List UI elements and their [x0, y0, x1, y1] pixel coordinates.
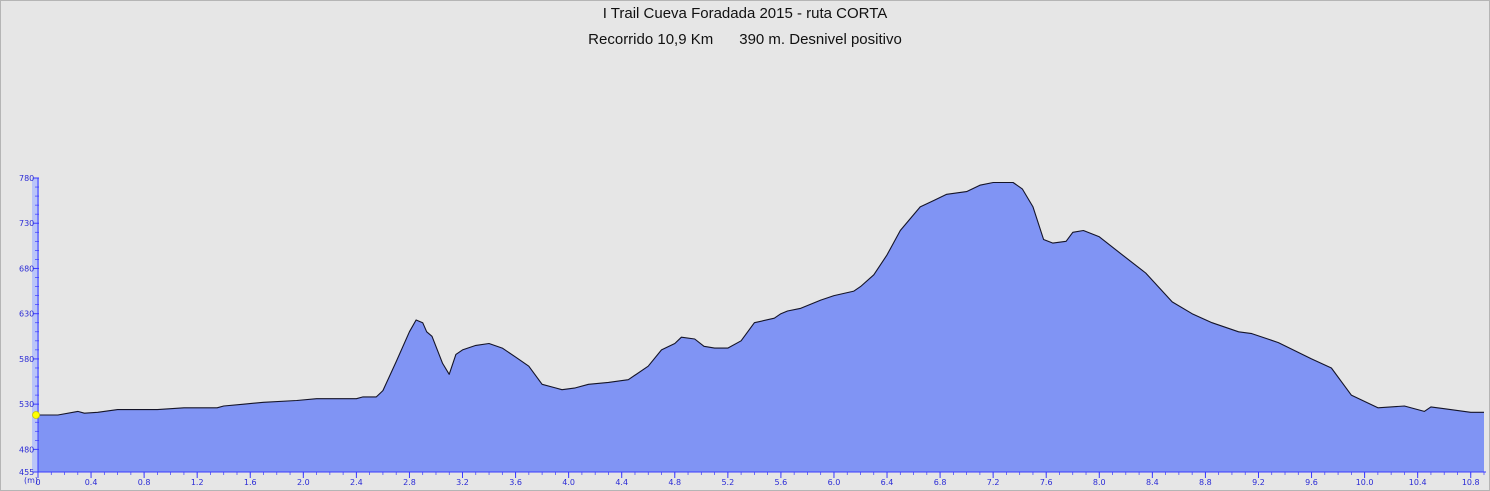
x-tick-label-5.2: 5.2	[721, 478, 734, 487]
y-tick-label-680: 680	[19, 264, 34, 273]
x-tick-label-4.8: 4.8	[668, 478, 681, 487]
x-tick-label-1.2: 1.2	[191, 478, 204, 487]
x-tick-label-10.0: 10.0	[1356, 478, 1374, 487]
climb-text: 390 m. Desnivel positivo	[739, 31, 902, 48]
x-tick-label-6.8: 6.8	[934, 478, 947, 487]
y-axis-band	[32, 178, 39, 472]
x-tick-label-10.8: 10.8	[1462, 478, 1480, 487]
x-tick-label-5.6: 5.6	[775, 478, 788, 487]
chart-title: I Trail Cueva Foradada 2015 - ruta CORTA	[602, 5, 888, 22]
x-tick-label-0.8: 0.8	[138, 478, 151, 487]
x-tick-label-8.8: 8.8	[1199, 478, 1212, 487]
x-tick-label-7.6: 7.6	[1040, 478, 1053, 487]
x-tick-label-6.0: 6.0	[828, 478, 841, 487]
chart-subtitle: Recorrido 10,9 Km 390 m. Desnivel positiv…	[0, 31, 1490, 48]
x-tick-label-7.2: 7.2	[987, 478, 1000, 487]
x-tick-label-1.6: 1.6	[244, 478, 257, 487]
x-tick-label-4.0: 4.0	[562, 478, 575, 487]
x-tick-label-10.4: 10.4	[1409, 478, 1427, 487]
y-axis-unit-label: (m)	[24, 476, 38, 485]
y-tick-label-580: 580	[19, 355, 34, 364]
elevation-line	[38, 181, 1484, 416]
x-tick-label-4.4: 4.4	[615, 478, 628, 487]
x-tick-label-8.4: 8.4	[1146, 478, 1159, 487]
x-tick-label-0: 0	[35, 478, 40, 487]
x-tick-label-6.4: 6.4	[881, 478, 894, 487]
x-tick-label-0.4: 0.4	[85, 478, 98, 487]
distance-text: Recorrido 10,9 Km	[588, 31, 714, 48]
start-marker	[32, 411, 40, 419]
x-tick-label-9.6: 9.6	[1305, 478, 1318, 487]
x-tick-label-3.6: 3.6	[509, 478, 522, 487]
y-tick-label-780: 780	[19, 174, 34, 183]
y-tick-label-530: 530	[19, 400, 34, 409]
x-tick-label-3.2: 3.2	[456, 478, 469, 487]
x-tick-label-2.0: 2.0	[297, 478, 310, 487]
x-tick-label-2.4: 2.4	[350, 478, 363, 487]
y-tick-label-630: 630	[19, 310, 34, 319]
x-tick-label-2.8: 2.8	[403, 478, 416, 487]
y-tick-label-455: 455	[19, 468, 34, 477]
y-tick-label-480: 480	[19, 445, 34, 454]
x-tick-label-8.0: 8.0	[1093, 478, 1106, 487]
y-tick-label-730: 730	[19, 219, 34, 228]
elevation-area	[38, 182, 1484, 472]
x-tick-label-9.2: 9.2	[1252, 478, 1265, 487]
